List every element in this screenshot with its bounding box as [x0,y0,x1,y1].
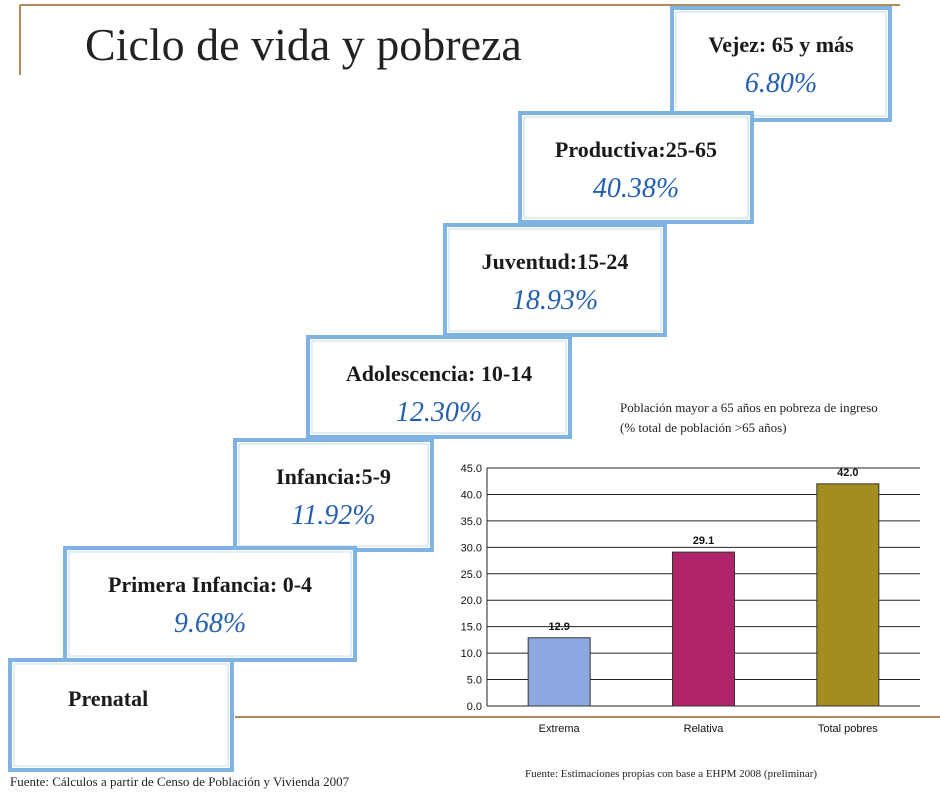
stage-share: 12.30% [396,397,482,428]
x-tick-label: Total pobres [818,723,878,735]
y-tick-label: 5.0 [467,675,482,687]
y-tick-label: 35.0 [461,516,482,528]
y-tick-label: 45.0 [461,463,482,475]
stage-box [8,658,234,772]
stage-box-inner [523,116,749,219]
stage-box-inner [311,340,567,434]
value-label: 42.0 [837,467,858,479]
x-tick-label: Relativa [684,723,725,735]
y-tick-label: 40.0 [461,489,482,501]
stage-label: Infancia:5-9 [276,464,391,489]
stage-label: Vejez: 65 y más [708,32,854,57]
x-tick-label: Extrema [539,723,581,735]
stage-box [63,546,357,662]
y-tick-label: 10.0 [461,648,482,660]
stage-label: Productiva:25-65 [555,137,717,162]
stage-share: 6.80% [745,68,817,99]
stage-label: Primera Infancia: 0-4 [108,572,312,597]
chart-subtitle: (% total de población >65 años) [620,420,787,435]
source-left: Fuente: Cálculos a partir de Censo de Po… [10,774,350,789]
source-right: Fuente: Estimaciones propias con base a … [525,768,817,780]
stage-box [443,223,667,337]
y-tick-label: 20.0 [461,595,482,607]
stage-box [670,6,892,122]
stage-label: Prenatal [68,686,148,711]
bar [816,483,880,707]
bar [672,551,735,707]
stage-share: 9.68% [174,608,246,639]
stage-box-inner [448,228,662,332]
value-label: 12.9 [548,621,569,633]
stage-label: Juventud:15-24 [482,249,629,274]
stage-box [233,438,434,552]
stage-box-inner [675,11,887,117]
slide-title: Ciclo de vida y pobreza [85,19,522,70]
y-tick-label: 25.0 [461,569,482,581]
y-tick-label: 30.0 [461,542,482,554]
stage-box-inner [13,663,229,767]
chart-title: Población mayor a 65 años en pobreza de … [620,400,878,415]
stage-share: 18.93% [512,285,598,316]
y-tick-label: 0.0 [467,701,482,713]
value-label: 29.1 [693,535,714,547]
stage-share: 40.38% [593,173,679,204]
stage-box [518,111,754,224]
bar [527,637,591,707]
stage-share: 11.92% [291,500,375,531]
stage-label: Adolescencia: 10-14 [346,361,532,386]
stage-box [306,335,572,439]
stage-box-inner [68,551,352,657]
y-tick-label: 15.0 [461,622,482,634]
